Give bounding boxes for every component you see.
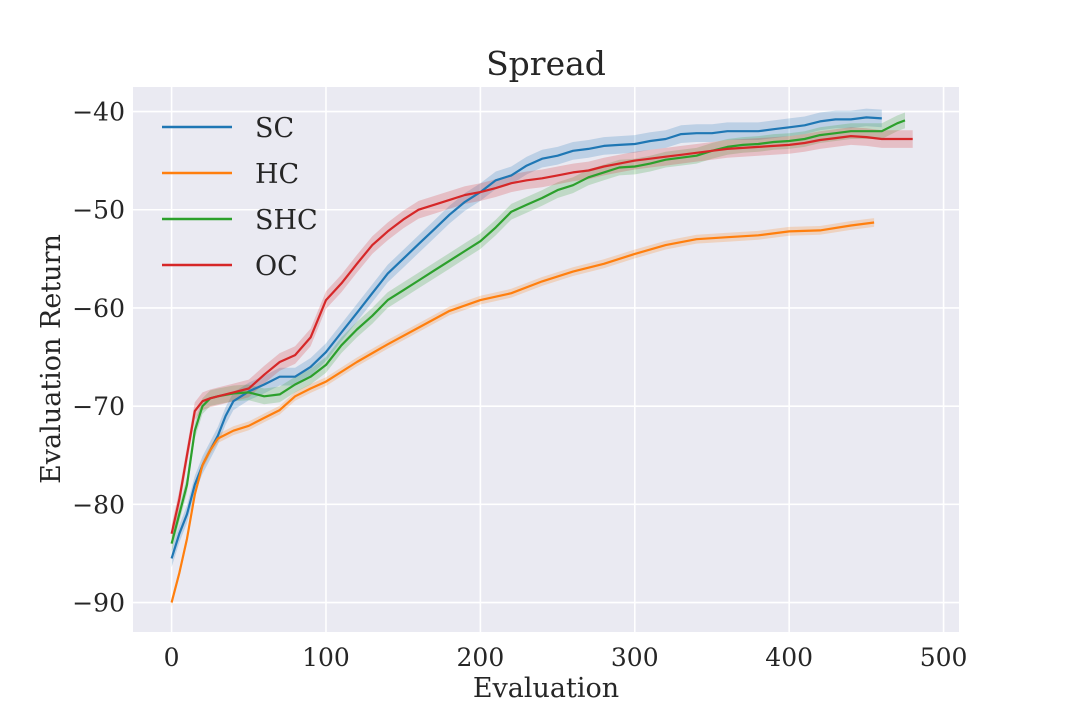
series-lines (170, 116, 913, 603)
y-axis-title: Evaluation Return (36, 234, 67, 484)
x-tick-label: 500 (920, 643, 968, 672)
series-line-oc (170, 135, 913, 535)
x-tick-label: 400 (765, 643, 813, 672)
series-line-shc (170, 119, 906, 544)
x-tick-label: 0 (164, 643, 180, 672)
chart-title: Spread (486, 44, 606, 83)
legend: SC HC SHC OC (162, 113, 318, 282)
y-tick-labels: −90 −80 −70 −60 −50 −40 (72, 98, 125, 618)
y-tick-label: −70 (72, 392, 125, 421)
y-tick-label: −50 (72, 196, 125, 225)
legend-label-hc: HC (255, 159, 299, 190)
legend-label-oc: OC (255, 251, 298, 282)
x-axis-title: Evaluation (473, 673, 619, 704)
y-tick-label: −60 (72, 294, 125, 323)
grid (133, 87, 959, 632)
x-tick-label: 300 (611, 643, 659, 672)
y-tick-label: −90 (72, 589, 125, 618)
legend-label-shc: SHC (255, 205, 318, 236)
x-tick-label: 100 (302, 643, 350, 672)
series-line-sc (170, 116, 882, 559)
series-line-hc (170, 221, 875, 603)
x-tick-label: 200 (457, 643, 505, 672)
legend-label-sc: SC (255, 113, 294, 144)
y-tick-label: −40 (72, 98, 125, 127)
y-tick-label: −80 (72, 490, 125, 519)
x-tick-labels: 0 100 200 300 400 500 (164, 643, 968, 672)
